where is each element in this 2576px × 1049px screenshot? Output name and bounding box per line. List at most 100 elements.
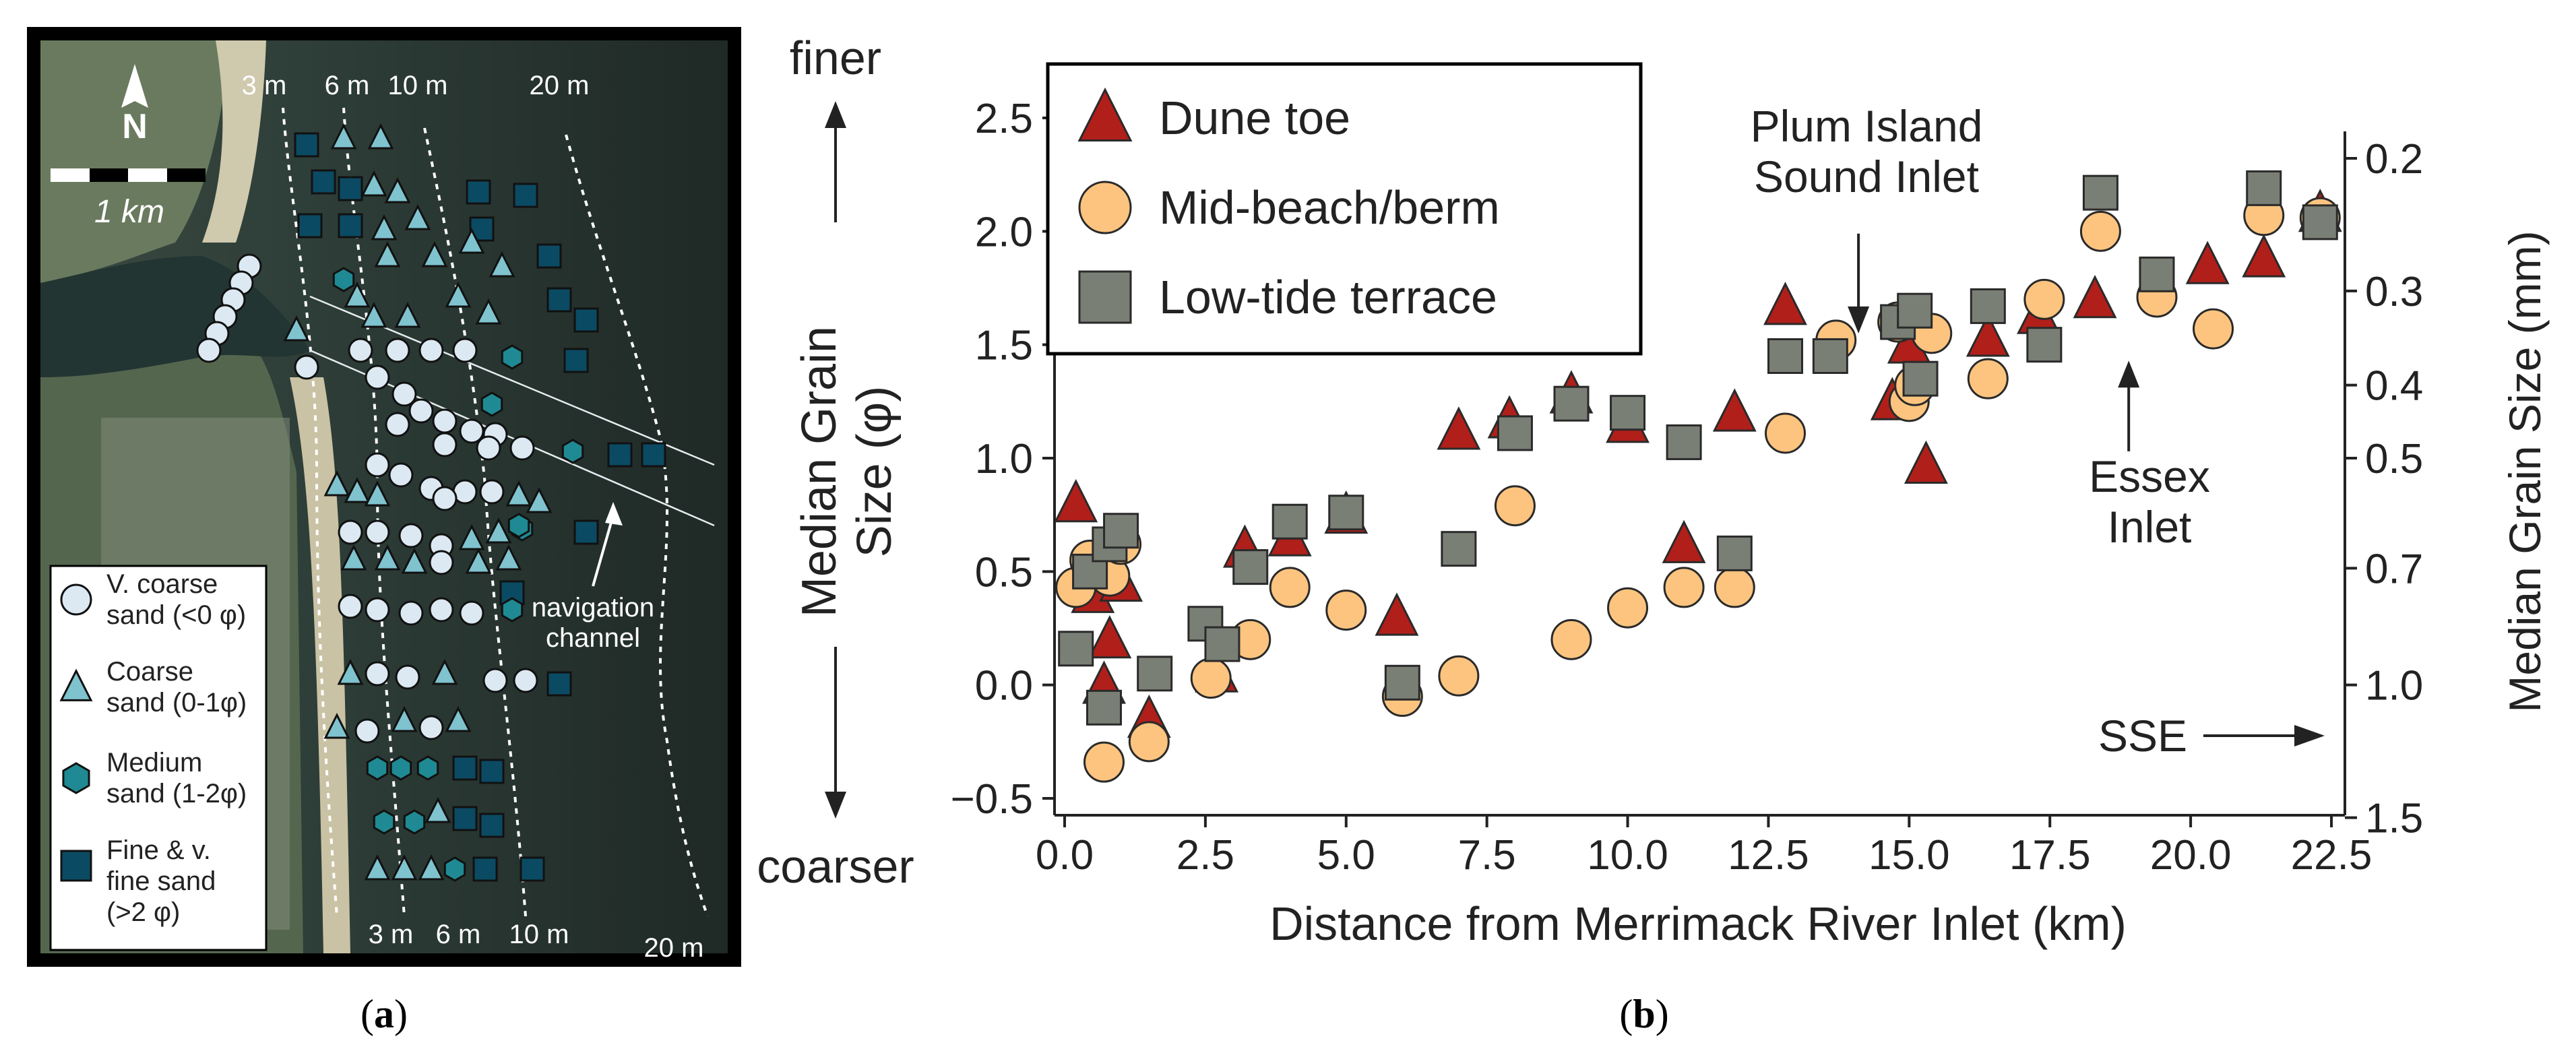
map-sample-triangle [505,480,532,507]
map-legend-marker-triangle [59,668,93,701]
map-sample-square [472,856,498,882]
annotation-plum-arrowhead [1848,306,1870,333]
map-sample-square [466,179,491,205]
map-sample-triangle [404,203,431,230]
data-point-triangle [1088,615,1132,659]
annotation-plum-line2: Sound Inlet [1754,152,1979,201]
map-sample-square [546,671,572,697]
y-axis-label-line1: Median Grain [792,326,846,617]
data-point-triangle [2242,234,2286,278]
map-sample-triangle [458,227,485,254]
data-point-square [1666,424,1702,460]
panel-b-caption-letter: b [1633,992,1655,1036]
map-sample-circle [348,338,373,363]
depth-labels-top: 3 m 6 m 10 m 20 m [242,71,590,100]
map-sample-triangle [337,658,364,685]
depth-label-bottom: 6 m [436,920,481,949]
sse-arrowhead [2294,725,2325,746]
data-point-square [1497,415,1533,451]
map-sample-circle [459,600,484,626]
map-sample-triangle [475,298,502,325]
map-sample-triangle [445,705,472,732]
map-sample-circle [418,338,444,363]
data-point-triangle [1712,388,1757,432]
map-sample-circle [294,354,319,380]
map-sample-circle [509,435,535,461]
map-sample-circle [476,435,501,461]
depth-labels-bottom: 3 m 6 m 10 m 20 m [369,920,704,963]
data-point-circle [1607,587,1649,629]
map-sample-circle [432,432,458,457]
map-sample-square [311,169,336,195]
map-sample-triangle [485,517,512,544]
data-point-circle [1494,485,1536,527]
map-sample-triangle [445,281,472,308]
data-point-square [1970,288,2006,324]
north-label: N [122,107,148,146]
map-sample-square [520,856,545,882]
data-point-circle [1190,658,1232,699]
map-sample-circle [459,418,484,444]
map-sample-circle [418,715,444,740]
plot-legend: Dune toe Mid-beach/berm Low-tide terrace [1046,62,1643,356]
data-point-triangle [1763,282,1807,325]
data-point-triangle [1966,313,2010,357]
map-sample-triangle [344,281,371,308]
navigation-label-line1: navigation [532,593,654,623]
y-tick-label: 0.5 [975,549,1033,596]
data-point-square [1271,503,1308,540]
map-sample-triangle [283,315,310,342]
map-sample-circle [482,668,508,693]
map-sample-triangle [384,177,411,203]
map-sample-triangle [431,658,458,685]
y-tick-label: −0.5 [951,776,1033,823]
map-sample-circle [388,462,414,488]
map-legend-line1: Medium [106,748,202,777]
map-sample-circle [432,408,458,434]
y-tick-label: 2.5 [975,96,1033,142]
y2-tick-label: 0.4 [2365,363,2423,410]
map-sample-circle [338,519,363,545]
map-sample-circle [365,597,390,623]
map-sample-circle [479,479,505,505]
map-sample-square [573,519,599,545]
map-sample-square [297,213,323,239]
y-axis-label-line2: Size (φ) [848,386,902,558]
x-axis-label: Distance from Merrimack River Inlet (km) [1269,897,2127,950]
legend-marker-triangle [1077,87,1133,141]
map-sample-triangle [425,796,451,823]
data-point-square [1103,513,1139,549]
north-arrow: N [121,64,148,146]
data-point-square [2139,256,2175,292]
map-legend-line2: sand (1-2φ) [106,779,247,808]
data-point-circle [1128,721,1170,763]
map-sample-hexagon [480,391,503,417]
legend-label: Dune toe [1159,92,1350,144]
legend-label: Mid-beach/berm [1159,181,1500,234]
data-point-triangle [2073,275,2117,319]
map-sample-square [338,213,363,239]
data-point-square [2246,170,2282,206]
map-sample-square [452,755,478,781]
x-tick-label: 22.5 [2291,832,2373,879]
map-sample-square [536,243,562,269]
map-sample-circle [452,338,478,363]
map-sample-hexagon [501,344,524,370]
legend-label: Low-tide terrace [1159,271,1497,323]
scale-bar: 1 km [51,168,206,230]
data-point-square [2082,174,2118,211]
map-sample-circle [429,597,454,623]
data-point-circle [1438,655,1480,697]
map-sample-triangle [371,214,398,241]
panel-a-caption: (a) [360,992,408,1036]
map-sample-hexagon [561,439,584,464]
data-point-square [1328,495,1364,531]
map-legend-line1: Coarse [106,657,193,687]
data-point-circle [1083,741,1125,783]
map-sample-triangle [374,241,401,267]
x-tick-label: 20.0 [2150,832,2232,879]
map-sample-square [479,759,505,784]
map-sample-triangle [391,854,418,881]
